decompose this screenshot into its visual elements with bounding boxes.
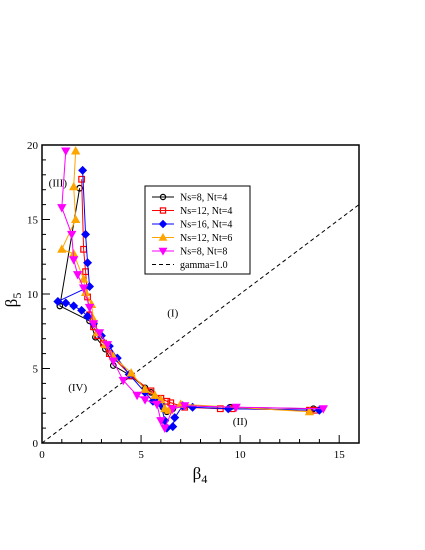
series-2-segment	[82, 170, 87, 235]
series-0-segment	[59, 305, 90, 322]
series-2-point	[69, 301, 79, 311]
series-4-point	[94, 329, 105, 338]
series-3-point	[57, 244, 67, 253]
x-axis-label: β4	[193, 464, 208, 486]
region-label: (III)	[49, 178, 68, 190]
plot-layer	[42, 146, 359, 443]
legend-marker	[158, 219, 168, 229]
series-2-point	[83, 311, 93, 321]
y-axis-label-base: β	[2, 299, 21, 308]
series-3-point	[164, 405, 174, 414]
series-4-point	[61, 147, 71, 156]
series-3-point	[126, 368, 136, 377]
series-4-point	[108, 357, 118, 366]
series-4-point	[102, 341, 113, 350]
legend-label: Ns=12, Nt=4	[180, 206, 232, 217]
x-tick-label: 5	[138, 449, 144, 461]
x-axis-label-base: β	[193, 464, 202, 483]
legend-marker	[158, 232, 168, 241]
series-3-point	[150, 390, 160, 399]
series-4-point	[168, 405, 178, 414]
series-1-segment	[83, 249, 87, 272]
series-3-segment	[61, 219, 77, 250]
series-2-point	[61, 298, 71, 308]
series-4-point	[156, 417, 166, 426]
x-axis-label-sub: 4	[201, 472, 207, 486]
ticks-layer: 0 5 10 15 0 5 10 15 20	[27, 140, 360, 461]
series-4	[57, 147, 328, 433]
series-3-point	[71, 146, 81, 155]
region-label: (II)	[233, 416, 248, 428]
legend-entries: Ns=8, Nt=4 Ns=12, Nt=4 Ns=16, Nt=4 Ns=12, N…	[152, 193, 232, 271]
series-3-point	[71, 214, 81, 224]
legend: Ns=8, Nt=4 Ns=12, Nt=4 Ns=16, Nt=4 Ns=12, N…	[144, 185, 251, 275]
series-4-point	[118, 376, 128, 386]
series-3-point	[78, 274, 89, 283]
series-3-point	[69, 181, 79, 191]
plot-area	[42, 146, 359, 443]
series-4-point	[179, 402, 190, 411]
region-label: (I)	[167, 307, 178, 319]
y-tick-label: 0	[33, 438, 39, 450]
series-3-segment	[180, 403, 310, 413]
series-4-point	[318, 405, 328, 414]
series-4-point	[69, 256, 79, 265]
y-tick-label: 15	[27, 215, 39, 227]
series-4-point	[73, 271, 83, 280]
legend-label: gamma=1.0	[180, 260, 228, 271]
series-4-segment	[184, 405, 237, 408]
y-axis-label: β5	[2, 293, 24, 308]
series-4-point	[78, 284, 89, 293]
series-4-point	[140, 396, 150, 405]
series-2-point	[168, 422, 178, 432]
series-2-point	[53, 296, 63, 306]
series-2-segment	[192, 406, 229, 410]
series-4-point	[152, 400, 162, 410]
series-2-point	[83, 258, 93, 268]
legend-marker	[159, 193, 167, 201]
y-tick-label: 10	[27, 289, 39, 301]
reference-line	[42, 204, 359, 443]
series-2-point	[170, 413, 180, 423]
legend-label: Ns=16, Nt=4	[180, 220, 232, 231]
x-tick-label: 10	[235, 449, 247, 461]
legend-box	[144, 185, 251, 275]
series-2-point	[78, 165, 88, 175]
legend-marker	[159, 207, 167, 214]
series-1-point	[78, 175, 86, 183]
legend-label: Ns=8, Nt=8	[180, 247, 227, 258]
series-4-point	[88, 320, 99, 329]
series-2-point	[77, 305, 87, 315]
series-4-point	[67, 230, 77, 240]
series-0-segment	[59, 188, 81, 307]
series-3-point	[140, 384, 150, 393]
x-tick-label: 0	[39, 449, 45, 461]
legend-marker	[158, 247, 168, 256]
series-2-point	[81, 229, 91, 239]
y-tick-label: 5	[33, 364, 39, 376]
legend-label: Ns=8, Nt=4	[180, 193, 227, 204]
series-4-segment	[61, 207, 73, 235]
y-axis-label-sub: 5	[10, 293, 24, 299]
series-4-point	[84, 303, 95, 313]
series-3-segment	[73, 150, 77, 187]
series-4-segment	[236, 406, 324, 410]
series-4-point	[132, 391, 142, 401]
x-tick-label: 15	[334, 449, 346, 461]
series-2-segment	[85, 234, 89, 263]
y-tick-label: 20	[27, 140, 39, 152]
region-label: (IV)	[68, 382, 87, 394]
series-4-segment	[61, 150, 67, 208]
series-3-segment	[73, 186, 77, 220]
series-4-point	[160, 424, 170, 433]
series-4-point	[231, 403, 241, 413]
series-4-point	[57, 204, 67, 213]
series-1-segment	[81, 179, 85, 250]
series-3-point	[304, 406, 315, 416]
region-labels: (I) (II) (III) (IV)	[49, 178, 248, 428]
legend-label: Ns=12, Nt=6	[180, 233, 232, 244]
